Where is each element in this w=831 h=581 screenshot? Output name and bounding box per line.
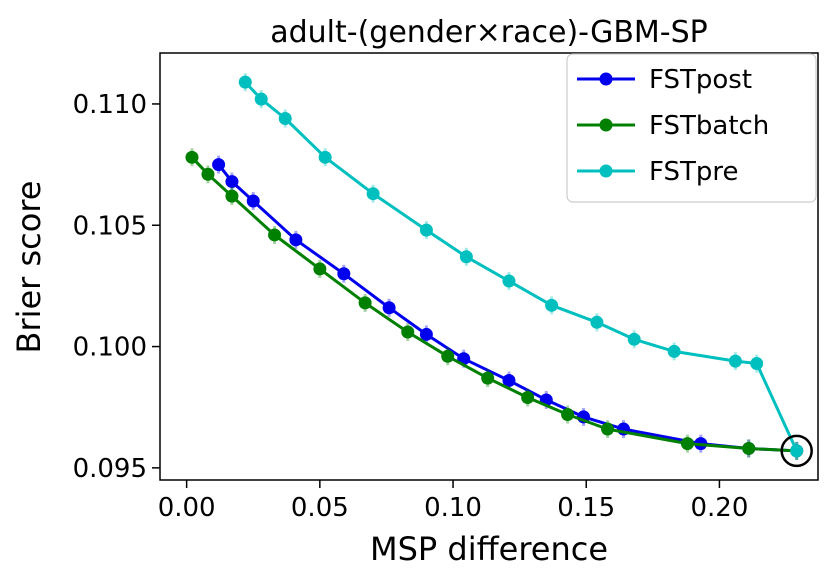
- legend-swatch-marker: [599, 72, 613, 86]
- data-point: [419, 223, 433, 237]
- data-point: [246, 194, 260, 208]
- legend-label: FSTbatch: [649, 111, 769, 141]
- data-point: [225, 175, 239, 189]
- x-axis: 0.00 0.05 0.10 0.15 0.20: [158, 480, 748, 523]
- data-point: [502, 274, 516, 288]
- legend: FSTpost FSTbatch FSTpre: [566, 53, 817, 203]
- y-tick-label: 0.095: [73, 454, 147, 484]
- data-point: [289, 233, 303, 247]
- data-point: [337, 267, 351, 281]
- legend-item-fstbatch: FSTbatch: [577, 111, 769, 141]
- data-point: [358, 296, 372, 310]
- legend-item-fstpre: FSTpre: [577, 157, 739, 187]
- data-point: [238, 75, 252, 89]
- data-point: [254, 92, 268, 106]
- series-layer: [185, 73, 804, 460]
- data-point: [590, 315, 604, 329]
- data-point: [313, 262, 327, 276]
- x-tick-label: 0.10: [424, 493, 482, 523]
- series-fstbatch: [185, 148, 804, 460]
- legend-label: FSTpost: [649, 65, 752, 95]
- plot-frame: [159, 52, 819, 481]
- data-point: [742, 441, 756, 455]
- legend-swatch-marker: [599, 164, 613, 178]
- legend-label: FSTpre: [649, 157, 739, 187]
- x-tick-label: 0.00: [158, 493, 216, 523]
- chart-title: adult-(gender×race)-GBM-SP: [270, 15, 708, 50]
- data-point: [502, 374, 516, 388]
- y-axis-title: Brier score: [10, 181, 48, 354]
- x-tick-label: 0.05: [291, 493, 349, 523]
- y-tick-label: 0.105: [73, 211, 147, 241]
- data-point: [481, 371, 495, 385]
- legend-item-fstpost: FSTpost: [577, 65, 752, 95]
- data-point: [201, 167, 215, 181]
- data-point: [521, 391, 535, 405]
- data-point: [419, 327, 433, 341]
- legend-box: [566, 53, 817, 203]
- data-point: [728, 354, 742, 368]
- data-point: [278, 112, 292, 126]
- data-point: [680, 437, 694, 451]
- data-point: [441, 349, 455, 363]
- x-tick-label: 0.15: [557, 493, 615, 523]
- data-point: [401, 325, 415, 339]
- series-fstpre: [238, 73, 804, 460]
- data-point: [667, 344, 681, 358]
- data-point: [268, 228, 282, 242]
- data-point: [459, 250, 473, 264]
- annotation-layer: [780, 434, 813, 468]
- data-point: [318, 150, 332, 164]
- data-point: [545, 298, 559, 312]
- data-point: [750, 357, 764, 371]
- legend-swatch-marker: [599, 118, 613, 132]
- data-point: [225, 189, 239, 203]
- data-point: [790, 444, 804, 458]
- data-point: [366, 187, 380, 201]
- data-point: [185, 150, 199, 164]
- series-line: [217, 163, 797, 453]
- x-axis-title: MSP difference: [370, 530, 608, 568]
- data-point: [382, 301, 396, 315]
- x-tick-label: 0.20: [690, 493, 748, 523]
- data-point: [561, 407, 575, 421]
- y-tick-label: 0.100: [73, 333, 147, 363]
- highlight-circle: [780, 434, 813, 468]
- data-point: [212, 158, 226, 172]
- y-axis: 0.095 0.100 0.105 0.110: [73, 90, 160, 484]
- data-point: [601, 422, 615, 436]
- data-point: [627, 332, 641, 346]
- y-tick-label: 0.110: [73, 90, 147, 120]
